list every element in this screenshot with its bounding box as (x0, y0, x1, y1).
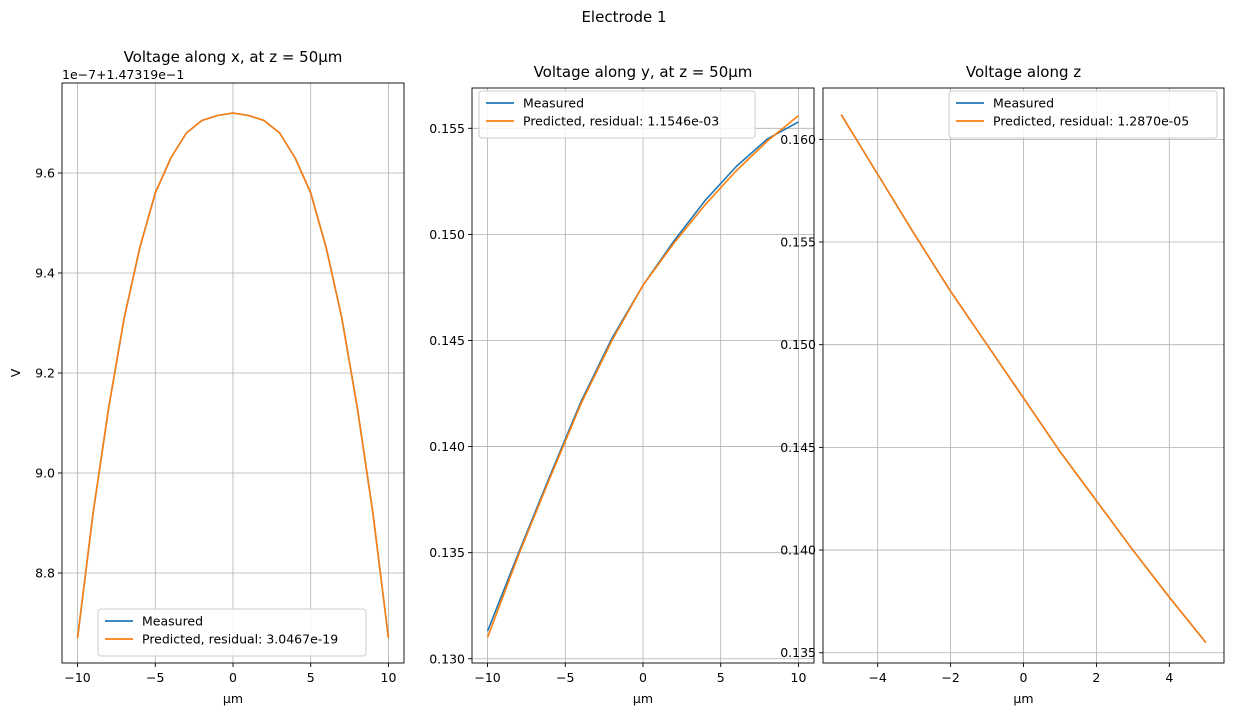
x-tick-label: 2 (1092, 670, 1100, 685)
x-tick-label: 5 (717, 670, 725, 685)
legend-entry: Measured (142, 614, 203, 629)
y-tick-label: 0.140 (429, 439, 465, 454)
subplot-2: −10 −5 0 5 10 0.130 0.135 0.140 0.145 0.150 0.155 V… (429, 63, 815, 706)
legend-entry: Measured (993, 96, 1054, 111)
y-tick-label: 0.140 (780, 543, 816, 558)
y-offset-label: 1e−7+1.47319e−1 (62, 67, 184, 82)
x-tick-label: 0 (229, 670, 237, 685)
subplot-3: −4 −2 0 2 4 0.135 0.140 0.145 0.150 0.155 0.160 Vol… (780, 63, 1225, 706)
legend-box (948, 90, 1218, 139)
subplot-title: Voltage along z (966, 63, 1081, 81)
y-tick-label: 0.150 (429, 227, 465, 242)
y-tick-label: 9.2 (35, 366, 55, 381)
x-tick-label: −2 (941, 670, 959, 685)
y-tick-label: 0.145 (429, 333, 465, 348)
x-tick-label: −5 (146, 670, 164, 685)
y-tick-label: 9.0 (35, 466, 55, 481)
legend-entry: Predicted, residual: 1.2870e-05 (993, 114, 1189, 129)
legend: Measured Predicted, residual: 1.1546e-03 (478, 90, 756, 139)
y-axis-label: V (8, 368, 23, 377)
y-tick-label: 0.130 (429, 651, 465, 666)
figure-suptitle: Electrode 1 (581, 8, 666, 26)
subplot-title: Voltage along y, at z = 50µm (534, 63, 753, 81)
series-line-predicted (840, 114, 1207, 643)
x-tick-label: −5 (556, 670, 574, 685)
x-tick-label: 10 (791, 670, 807, 685)
y-tick-label: 0.145 (780, 440, 816, 455)
x-axis-label: µm (1013, 691, 1033, 706)
y-tick-label: 9.4 (35, 266, 55, 281)
x-tick-label: 5 (307, 670, 315, 685)
y-tick-label: 0.160 (780, 132, 816, 147)
y-tick-label: 0.150 (780, 337, 816, 352)
x-axis-label: µm (223, 691, 243, 706)
series-line-predicted (486, 114, 799, 638)
legend-entry: Predicted, residual: 1.1546e-03 (523, 114, 719, 129)
x-tick-label: −4 (868, 670, 886, 685)
x-tick-label: −10 (474, 670, 500, 685)
legend-entry: Predicted, residual: 3.0467e-19 (142, 632, 338, 647)
x-tick-label: 0 (639, 670, 647, 685)
y-tick-label: 0.155 (780, 235, 816, 250)
subplot-1: −10 −5 0 5 10 8.8 9.0 9.2 9.4 9.6 Voltage along x,… (8, 48, 405, 706)
y-tick-label: 0.155 (429, 121, 465, 136)
legend-box (97, 608, 367, 657)
y-tick-label: 8.8 (35, 566, 55, 581)
legend-entry: Measured (523, 96, 584, 111)
x-tick-label: 4 (1165, 670, 1173, 685)
x-axis-label: µm (633, 691, 653, 706)
x-tick-label: 10 (381, 670, 397, 685)
plots-container: −10 −5 0 5 10 8.8 9.0 9.2 9.4 9.6 Voltage along x,… (8, 48, 1225, 706)
y-tick-label: 9.6 (35, 166, 55, 181)
y-tick-label: 0.135 (429, 545, 465, 560)
y-tick-label: 0.135 (780, 645, 816, 660)
x-tick-label: 0 (1020, 670, 1028, 685)
series-line-predicted (76, 112, 390, 639)
subplot-title: Voltage along x, at z = 50µm (124, 48, 343, 66)
x-tick-label: −10 (64, 670, 90, 685)
legend-box (478, 90, 756, 139)
legend: Measured Predicted, residual: 3.0467e-19 (97, 608, 367, 657)
legend: Measured Predicted, residual: 1.2870e-05 (948, 90, 1218, 139)
